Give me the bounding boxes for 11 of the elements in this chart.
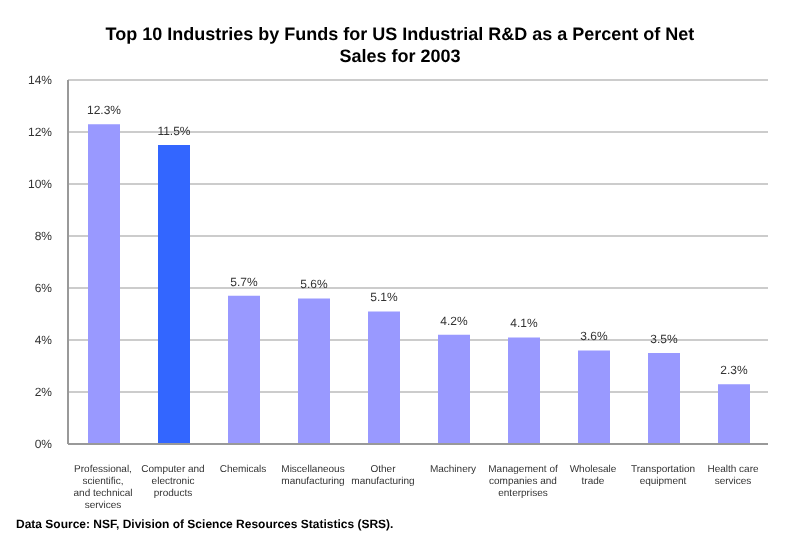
bar (228, 295, 260, 444)
bar (88, 124, 120, 444)
bar (508, 337, 540, 444)
bar (578, 350, 610, 444)
bar (298, 298, 330, 444)
chart-title: Top 10 Industries by Funds for US Industrial R&D as a Percent of Net Sales for 2003 (103, 22, 697, 68)
bar (718, 384, 750, 444)
bar (368, 311, 400, 444)
bar (438, 334, 470, 444)
bar (158, 145, 190, 444)
bar (648, 353, 680, 444)
